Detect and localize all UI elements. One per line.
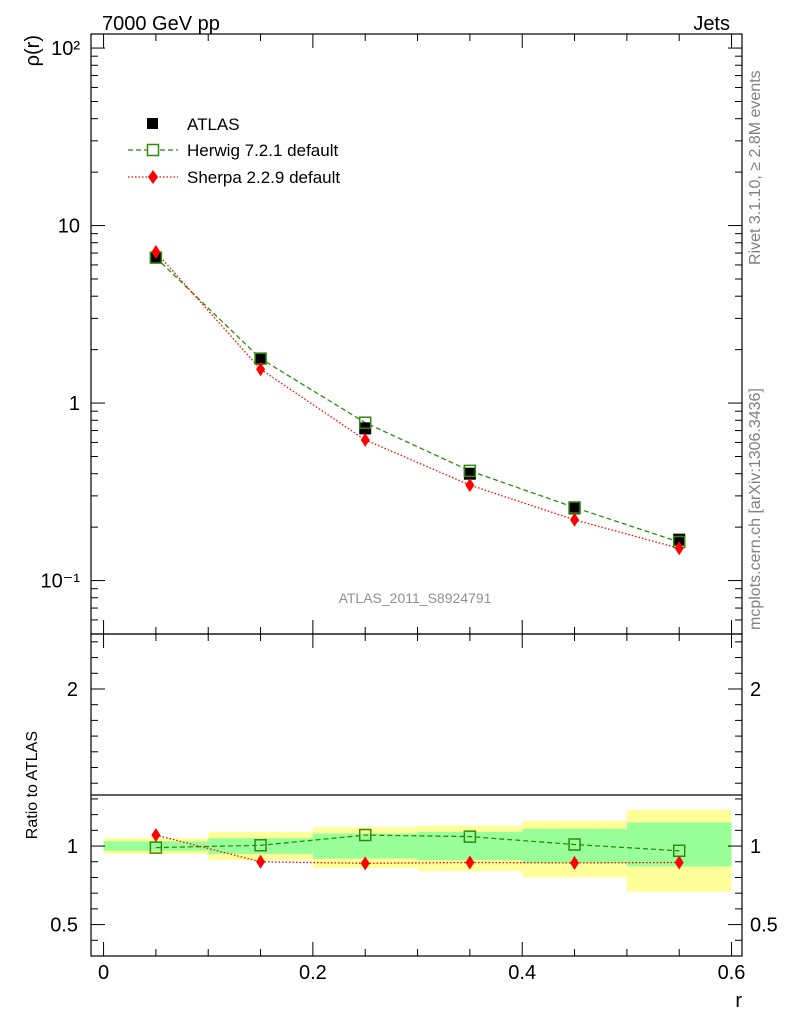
legend-label-herwig: Herwig 7.2.1 default: [187, 141, 338, 160]
x-axis-label: r: [735, 990, 742, 1012]
axis-ticks: [91, 34, 742, 956]
main-point-sherpa: [465, 478, 475, 493]
analysis-watermark: ATLAS_2011_S8924791: [339, 590, 492, 606]
ratio-band-inner: [103, 841, 209, 851]
header-right: Jets: [693, 13, 730, 35]
mcplots-label: mcplots.cern.ch [arXiv:1306.3436]: [747, 388, 764, 630]
ratio-point-sherpa: [256, 854, 266, 869]
main-line-sherpa: [155, 251, 680, 549]
ratio-y-axis-label: Ratio to ATLAS: [24, 731, 41, 839]
main-point-herwig: [358, 416, 372, 429]
main-point-atlas: [568, 502, 581, 515]
main-point-atlas: [463, 467, 476, 480]
main-y-axis-label: ρ(r): [22, 35, 44, 66]
main-point-sherpa: [151, 244, 161, 259]
ratio-point-herwig: [149, 841, 163, 854]
ratio-point-herwig: [358, 828, 372, 842]
main-point-herwig: [463, 464, 477, 478]
ratio-panel-frame: [90, 633, 743, 957]
ratio-point-herwig: [568, 838, 581, 851]
main-line-herwig: [155, 257, 680, 543]
rivet-label: Rivet 3.1.10, ≥ 2.8M events: [747, 70, 764, 265]
legend: ATLAS Herwig 7.2.1 default Sherpa 2.2.9 …: [128, 115, 340, 187]
legend-marker-sherpa: [148, 170, 158, 184]
main-point-sherpa: [256, 362, 266, 377]
legend-marker-atlas: [147, 118, 158, 129]
main-point-atlas: [254, 352, 267, 365]
main-point-sherpa: [674, 541, 684, 556]
x-tick-label: 0.2: [299, 962, 327, 984]
header-left: 7000 GeV pp: [102, 13, 220, 35]
main-series-lines: [155, 251, 680, 549]
main-y-tick-label: 1: [69, 393, 80, 415]
ratio-y-tick-label-right: 0.5: [750, 915, 778, 937]
ratio-line-herwig: [155, 834, 680, 852]
ratio-uncertainty-bands: [103, 809, 732, 892]
ratio-y-tick-label-right: 2: [750, 679, 761, 701]
legend-label-atlas: ATLAS: [187, 115, 240, 134]
legend-label-sherpa: Sherpa 2.2.9 default: [187, 168, 340, 187]
ratio-point-sherpa: [465, 855, 475, 870]
ratio-band-inner: [312, 833, 418, 859]
ratio-series-lines: [155, 834, 680, 864]
ratio-y-tick-label: 1: [67, 836, 78, 858]
ratio-point-herwig: [254, 839, 267, 852]
ratio-point-sherpa: [570, 855, 580, 870]
x-tick-label: 0.4: [508, 962, 536, 984]
ratio-point-sherpa: [360, 856, 370, 871]
ratio-series-markers: [149, 828, 686, 871]
x-tick-label: 0.6: [718, 962, 746, 984]
ratio-y-tick-label: 0.5: [50, 915, 78, 937]
ratio-point-sherpa: [151, 828, 161, 843]
main-series-markers: [149, 244, 686, 556]
main-y-tick-label: 10: [58, 216, 80, 238]
ratio-y-tick-label: 2: [67, 679, 78, 701]
main-point-sherpa: [570, 512, 580, 527]
main-point-sherpa: [360, 432, 370, 447]
x-tick-label: 0: [98, 962, 109, 984]
axis-tick-labels: 0 0.2 0.4 0.6 10⁻¹ 1 10 10² 0.5 0.5 1 1 2 2: [41, 38, 778, 984]
main-y-tick-label: 10⁻¹: [41, 571, 81, 593]
ratio-point-sherpa: [674, 855, 684, 870]
ratio-y-tick-label-right: 1: [750, 836, 761, 858]
ratio-point-herwig: [463, 830, 477, 843]
main-y-tick-label: 10²: [51, 38, 80, 60]
legend-marker-herwig: [146, 143, 160, 157]
